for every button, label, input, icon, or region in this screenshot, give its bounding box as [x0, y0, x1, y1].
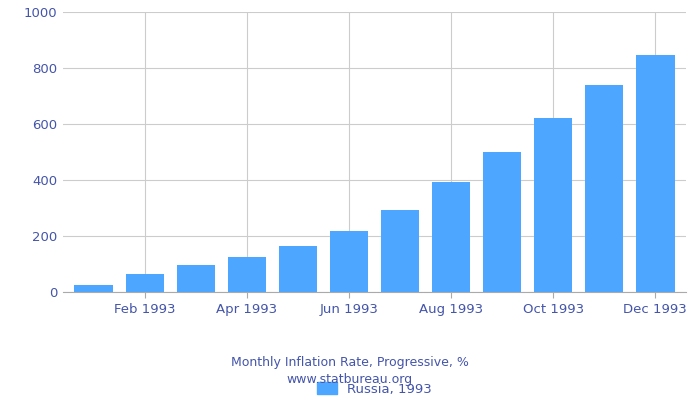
Bar: [636, 55, 675, 292]
Bar: [585, 85, 624, 292]
Bar: [279, 246, 317, 292]
Bar: [483, 152, 522, 292]
Legend: Russia, 1993: Russia, 1993: [312, 377, 438, 400]
Bar: [534, 118, 573, 292]
Bar: [125, 274, 164, 292]
Bar: [74, 285, 113, 292]
Bar: [432, 182, 470, 292]
Bar: [176, 266, 215, 292]
Text: Monthly Inflation Rate, Progressive, %: Monthly Inflation Rate, Progressive, %: [231, 356, 469, 369]
Bar: [330, 231, 368, 292]
Bar: [228, 257, 266, 292]
Text: www.statbureau.org: www.statbureau.org: [287, 373, 413, 386]
Bar: [381, 210, 419, 292]
